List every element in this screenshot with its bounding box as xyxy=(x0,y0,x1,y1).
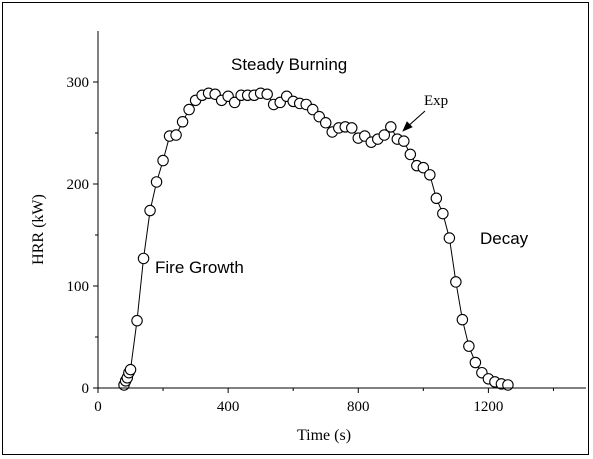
data-point xyxy=(502,379,514,391)
data-point xyxy=(150,176,163,188)
y-tick-label: 200 xyxy=(67,177,90,193)
axes-layer: 0 400 800 1200 0 100 200 300 Time (s) HRR (kW) xyxy=(30,31,586,444)
data-point xyxy=(306,103,319,116)
data-point xyxy=(443,232,456,244)
x-tick-label: 0 xyxy=(94,399,102,415)
data-point xyxy=(378,129,391,141)
chart-frame: 0 400 800 1200 0 100 200 300 Time (s) HRR (kW) St… xyxy=(2,2,589,455)
data-point xyxy=(319,117,332,129)
data-point xyxy=(170,129,182,141)
data-point xyxy=(456,313,469,326)
data-point xyxy=(183,103,195,116)
hrr-chart: 0 400 800 1200 0 100 200 300 Time (s) HRR (kW) St… xyxy=(30,31,586,444)
data-point xyxy=(469,356,482,369)
data-point xyxy=(228,96,241,109)
data-point xyxy=(398,135,410,147)
data-point xyxy=(346,122,358,134)
data-point xyxy=(261,88,273,100)
data-point xyxy=(144,204,156,217)
data-point xyxy=(463,340,475,352)
data-point xyxy=(137,252,150,265)
data-point xyxy=(437,207,449,220)
data-point xyxy=(124,363,137,376)
data-point xyxy=(430,192,443,205)
y-tick-label: 300 xyxy=(67,75,90,91)
x-tick-label: 800 xyxy=(347,399,370,415)
data-point xyxy=(424,169,436,181)
series-layer xyxy=(118,87,514,391)
data-point xyxy=(417,161,430,174)
annotation-exp: Exp xyxy=(424,93,448,109)
data-point xyxy=(404,148,417,161)
data-point xyxy=(450,276,462,288)
y-tick-label: 100 xyxy=(67,279,90,295)
x-tick-label: 400 xyxy=(217,399,240,415)
y-tick-label: 0 xyxy=(82,381,90,397)
data-point xyxy=(157,154,169,167)
data-point xyxy=(176,116,189,128)
data-point xyxy=(131,314,143,327)
exp-arrow-head xyxy=(402,121,413,132)
data-point xyxy=(385,121,397,133)
annotation-decay: Decay xyxy=(480,229,529,248)
x-tick-label: 1200 xyxy=(473,399,503,415)
x-axis-title: Time (s) xyxy=(297,427,351,444)
y-axis-title: HRR (kW) xyxy=(30,194,47,265)
annotation-steady-burning: Steady Burning xyxy=(231,55,347,74)
annotation-layer: Steady Burning Exp Fire Growth Decay xyxy=(155,55,529,277)
annotation-fire-growth: Fire Growth xyxy=(155,258,244,277)
